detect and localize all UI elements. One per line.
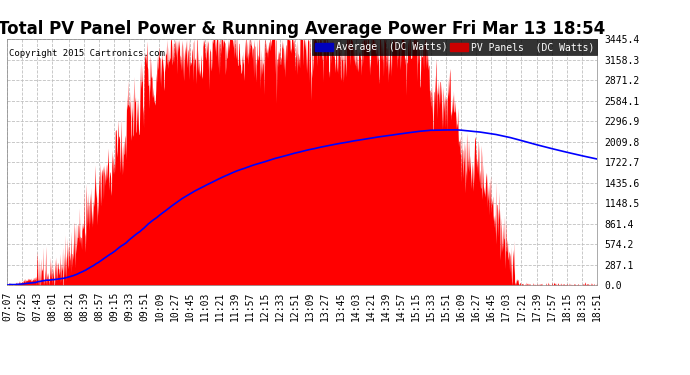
Title: Total PV Panel Power & Running Average Power Fri Mar 13 18:54: Total PV Panel Power & Running Average P… xyxy=(0,20,606,38)
Legend: Average  (DC Watts), PV Panels  (DC Watts): Average (DC Watts), PV Panels (DC Watts) xyxy=(313,39,597,55)
Text: Copyright 2015 Cartronics.com: Copyright 2015 Cartronics.com xyxy=(10,49,166,58)
